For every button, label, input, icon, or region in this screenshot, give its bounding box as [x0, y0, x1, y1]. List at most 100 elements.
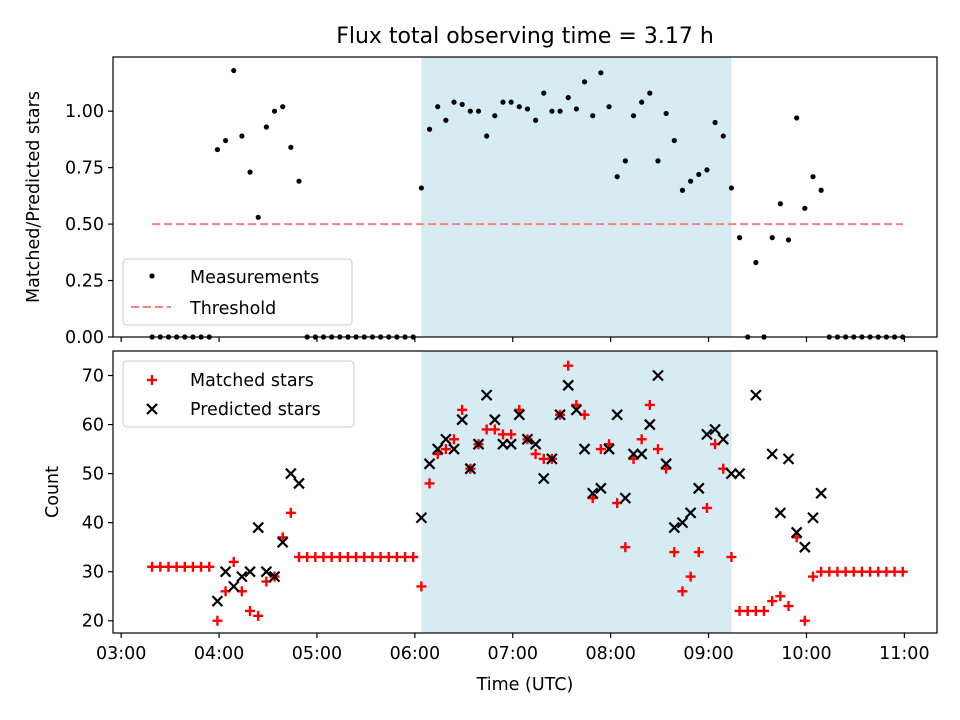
matched-star-point: [245, 605, 256, 616]
measurement-point: [426, 126, 433, 132]
matched-star-point: [661, 463, 672, 474]
measurement-point: [622, 158, 628, 164]
predicted-star-point: [260, 565, 273, 578]
x-tick-label: 04:00: [194, 644, 244, 664]
matched-star-point: [489, 424, 500, 435]
measurement-point: [663, 110, 669, 117]
measurement-point: [492, 113, 498, 119]
predicted-star-point: [562, 379, 575, 392]
measurement-point: [573, 106, 579, 112]
shaded-interval: [421, 57, 732, 337]
measurement-point: [549, 108, 555, 114]
matched-star-point: [726, 551, 737, 562]
y-tick-label: 0.75: [65, 159, 104, 179]
legend-label: Predicted stars: [190, 400, 321, 420]
matched-star-point: [897, 566, 908, 577]
measurement-point: [557, 108, 563, 114]
matched-star-point: [791, 532, 802, 543]
predicted-star-point: [448, 443, 460, 455]
matched-star-point: [204, 561, 215, 572]
y-tick-label: 1.00: [65, 102, 104, 122]
x-axis-ticks: [120, 337, 905, 342]
predicted-star-point: [701, 428, 713, 441]
predicted-star-point: [652, 369, 664, 382]
predicted-star-point: [415, 511, 428, 524]
measurement-point: [590, 113, 596, 119]
matched-star-point: [652, 444, 663, 455]
y-tick-label: 40: [82, 514, 104, 534]
matched-star-point: [701, 502, 712, 513]
predicted-star-point: [774, 507, 787, 519]
y-tick-label: 0.25: [65, 272, 104, 292]
matched-star-point: [506, 429, 517, 440]
measurement-point: [728, 185, 735, 191]
x-tick-label: 05:00: [292, 644, 342, 664]
measurement-point: [720, 133, 726, 139]
y-tick-label: 50: [82, 465, 104, 485]
measurement-point: [451, 99, 457, 105]
measurement-point: [688, 178, 694, 184]
matched-star-point: [530, 448, 541, 459]
measurement-point: [671, 137, 677, 144]
predicted-star-point: [456, 413, 468, 426]
predicted-star-point: [668, 521, 681, 534]
predicted-star-point: [505, 438, 517, 450]
measurement-point: [753, 259, 759, 266]
matched-star-point: [783, 601, 794, 612]
predicted-star-point: [619, 492, 632, 504]
plot-frame: [112, 350, 938, 634]
legend-box: [122, 360, 355, 428]
matched-star-point: [228, 556, 239, 567]
predicted-star-point: [660, 458, 672, 470]
measurement-point: [231, 67, 237, 74]
measurement-point: [508, 99, 514, 105]
matched-star-point: [669, 547, 680, 558]
matched-star-point: [432, 448, 443, 459]
measurement-point: [239, 133, 245, 139]
legend-label: Threshold: [189, 299, 276, 319]
y-axis-ticks: 0.00 0.25 0.50 0.75 1.00: [65, 102, 113, 348]
matched-star-point: [644, 399, 655, 410]
plot-frame: [112, 56, 938, 338]
predicted-star-point: [644, 418, 656, 431]
matched-star-point: [636, 434, 647, 445]
measurement-point: [818, 187, 824, 193]
predicted-star-point: [227, 580, 240, 593]
predicted-star-point: [595, 482, 607, 495]
matched-star-point: [285, 507, 296, 518]
matched-star-point: [620, 542, 631, 553]
matched-star-point: [408, 551, 419, 562]
matched-star-point: [604, 439, 615, 450]
predicted-star-point: [603, 443, 615, 455]
legend-marker-matched: [147, 375, 157, 385]
predicted-star-point: [750, 389, 762, 401]
x-tick-label: 07:00: [488, 644, 538, 664]
matched-star-point: [775, 591, 786, 602]
matched-star-point: [571, 399, 582, 410]
measurement-point: [785, 237, 792, 243]
measurement-point: [500, 99, 506, 105]
predicted-star-point: [717, 433, 730, 446]
measurement-point: [255, 214, 261, 220]
shaded-interval: [421, 351, 732, 633]
measurement-point: [794, 115, 800, 121]
measurement-point: [247, 169, 253, 175]
measurement-point: [630, 113, 637, 119]
predicted-star-point: [529, 438, 542, 450]
predicted-star-point: [423, 458, 436, 470]
matched-star-point: [807, 571, 818, 582]
predicted-star-point: [733, 467, 746, 480]
predicted-star-point: [578, 443, 591, 455]
measurement-point: [263, 124, 269, 130]
measurement-point: [296, 178, 302, 184]
matched-star-point: [759, 605, 770, 616]
measurement-point: [516, 104, 522, 110]
matched-star-point: [685, 571, 696, 582]
y-tick-label: 70: [82, 367, 104, 387]
matched-star-point: [767, 596, 778, 607]
measurement-point: [606, 104, 612, 110]
predicted-star-point: [815, 487, 827, 500]
matched-star-point: [416, 581, 427, 592]
legend-label: Measurements: [190, 268, 319, 288]
count-marks: [147, 360, 908, 626]
